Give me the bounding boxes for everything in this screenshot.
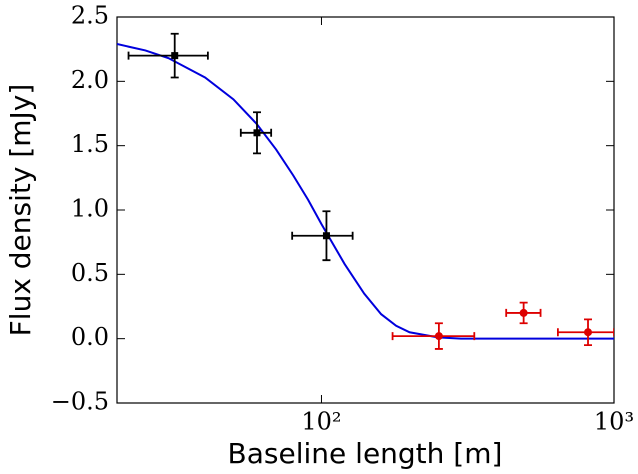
- x-tick-label: 10²: [301, 408, 341, 436]
- y-tick-label: 1.5: [71, 130, 109, 158]
- x-error-bar: [127, 51, 209, 60]
- data-point: [584, 328, 593, 337]
- y-axis-label: Flux density [mJy]: [4, 84, 37, 337]
- data-point: [322, 232, 330, 240]
- y-tick-label: 0.5: [71, 259, 109, 287]
- plot-frame: [116, 16, 615, 404]
- y-tick-label: 1.0: [71, 195, 109, 223]
- x-axis-label: Baseline length [m]: [228, 437, 503, 470]
- plot-area: [117, 32, 614, 350]
- fit-curve: [117, 43, 614, 340]
- x-error-bar: [291, 231, 354, 240]
- y-tick-label: 2.0: [71, 66, 109, 94]
- data-point: [434, 332, 443, 341]
- data-point: [519, 308, 528, 317]
- data-point: [253, 129, 261, 137]
- y-tick-label: −0.5: [51, 388, 109, 416]
- y-tick-label: 2.5: [71, 2, 109, 30]
- y-tick-label: 0.0: [71, 323, 109, 351]
- data-point: [171, 52, 179, 60]
- x-tick-label: 10³: [594, 408, 634, 436]
- x-error-bar: [391, 332, 476, 341]
